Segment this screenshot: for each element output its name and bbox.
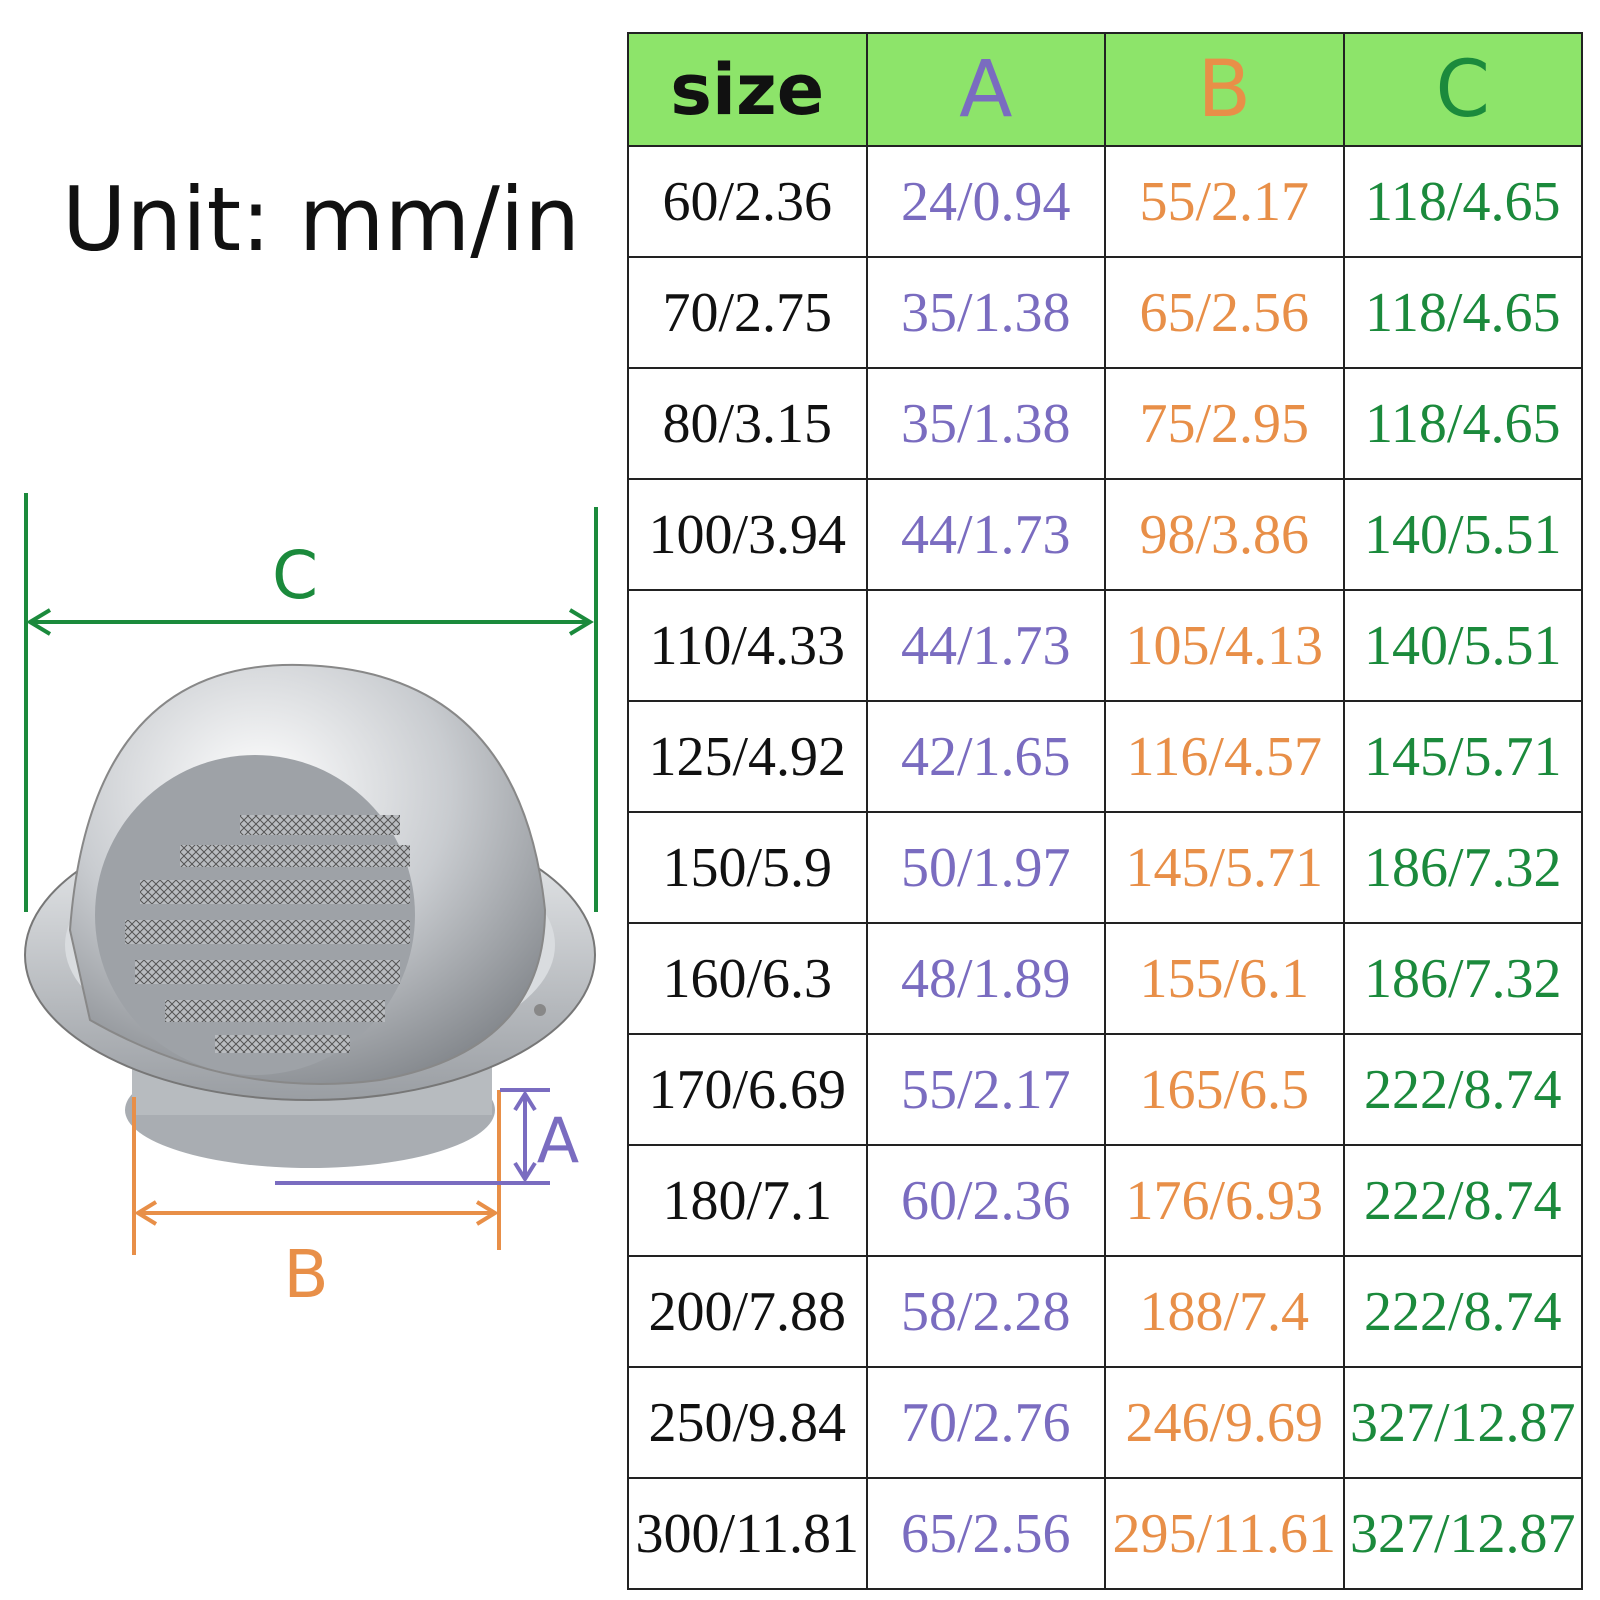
table-cell: 295/11.61 (1104, 1477, 1345, 1590)
table-cell: 222/8.74 (1342, 1033, 1583, 1146)
table-cell: 300/11.81 (627, 1477, 868, 1590)
table-row: 300/11.81 65/2.56 295/11.61 327/12.87 (627, 1477, 1583, 1590)
unit-label: Unit: mm/in (62, 168, 581, 271)
table-cell: 110/4.33 (627, 589, 868, 702)
table-cell: 176/6.93 (1104, 1144, 1345, 1257)
table-cell: 35/1.38 (865, 256, 1106, 369)
table-cell: 327/12.87 (1342, 1477, 1583, 1590)
table-row: 70/2.75 35/1.38 65/2.56 118/4.65 (627, 256, 1583, 369)
table-cell: 60/2.36 (865, 1144, 1106, 1257)
table-row: 125/4.92 42/1.65 116/4.57 145/5.71 (627, 700, 1583, 813)
table-cell: 98/3.86 (1104, 478, 1345, 591)
table-cell: 65/2.56 (1104, 256, 1345, 369)
table-row: 100/3.94 44/1.73 98/3.86 140/5.51 (627, 478, 1583, 591)
table-cell: 55/2.17 (865, 1033, 1106, 1146)
table-row: 110/4.33 44/1.73 105/4.13 140/5.51 (627, 589, 1583, 702)
table-row: 180/7.1 60/2.36 176/6.93 222/8.74 (627, 1144, 1583, 1257)
vent-illustration (24, 663, 596, 1168)
table-cell: 155/6.1 (1104, 922, 1345, 1035)
label-b: B (283, 1236, 328, 1313)
table-row: 60/2.36 24/0.94 55/2.17 118/4.65 (627, 145, 1583, 258)
table-cell: 118/4.65 (1342, 145, 1583, 258)
table-cell: 44/1.73 (865, 589, 1106, 702)
header-cell: B (1104, 32, 1345, 147)
table-cell: 165/6.5 (1104, 1033, 1345, 1146)
table-cell: 125/4.92 (627, 700, 868, 813)
table-row: 200/7.88 58/2.28 188/7.4 222/8.74 (627, 1255, 1583, 1368)
table-cell: 200/7.88 (627, 1255, 868, 1368)
table-cell: 170/6.69 (627, 1033, 868, 1146)
table-cell: 160/6.3 (627, 922, 868, 1035)
table-cell: 140/5.51 (1342, 478, 1583, 591)
table-cell: 105/4.13 (1104, 589, 1345, 702)
table-cell: 65/2.56 (865, 1477, 1106, 1590)
label-c: C (272, 537, 318, 614)
table-cell: 222/8.74 (1342, 1144, 1583, 1257)
table-cell: 58/2.28 (865, 1255, 1106, 1368)
table-row: 80/3.15 35/1.38 75/2.95 118/4.65 (627, 367, 1583, 480)
table-cell: 327/12.87 (1342, 1366, 1583, 1479)
table-cell: 70/2.76 (865, 1366, 1106, 1479)
header-cell: size (627, 32, 868, 147)
table-cell: 44/1.73 (865, 478, 1106, 591)
table-body: 60/2.36 24/0.94 55/2.17 118/4.65 70/2.75 35/1… (627, 145, 1583, 1590)
table-row: 160/6.3 48/1.89 155/6.1 186/7.32 (627, 922, 1583, 1035)
table-cell: 42/1.65 (865, 700, 1106, 813)
size-table: size A B C 60/2.36 24/0.94 55/2.17 118/4.65 70/… (627, 32, 1583, 1590)
label-a: A (537, 1104, 579, 1177)
table-cell: 75/2.95 (1104, 367, 1345, 480)
diagram: C A B (24, 493, 598, 1313)
table-cell: 186/7.32 (1342, 922, 1583, 1035)
table-cell: 118/4.65 (1342, 256, 1583, 369)
header-cell: A (865, 32, 1106, 147)
table-cell: 246/9.69 (1104, 1366, 1345, 1479)
table-cell: 118/4.65 (1342, 367, 1583, 480)
table-cell: 250/9.84 (627, 1366, 868, 1479)
table-cell: 188/7.4 (1104, 1255, 1345, 1368)
header-row: size A B C (627, 32, 1583, 147)
table-cell: 35/1.38 (865, 367, 1106, 480)
table-row: 250/9.84 70/2.76 246/9.69 327/12.87 (627, 1366, 1583, 1479)
table-cell: 150/5.9 (627, 811, 868, 924)
dimension-lines (24, 493, 598, 1255)
table-cell: 24/0.94 (865, 145, 1106, 258)
table-cell: 180/7.1 (627, 1144, 868, 1257)
header-cell: C (1342, 32, 1583, 147)
table-cell: 48/1.89 (865, 922, 1106, 1035)
table-cell: 145/5.71 (1104, 811, 1345, 924)
table-cell: 140/5.51 (1342, 589, 1583, 702)
table-cell: 186/7.32 (1342, 811, 1583, 924)
table-cell: 50/1.97 (865, 811, 1106, 924)
table-cell: 70/2.75 (627, 256, 868, 369)
table-cell: 222/8.74 (1342, 1255, 1583, 1368)
table-cell: 116/4.57 (1104, 700, 1345, 813)
table-cell: 100/3.94 (627, 478, 868, 591)
table-row: 170/6.69 55/2.17 165/6.5 222/8.74 (627, 1033, 1583, 1146)
table-cell: 60/2.36 (627, 145, 868, 258)
table-cell: 145/5.71 (1342, 700, 1583, 813)
table-cell: 55/2.17 (1104, 145, 1345, 258)
table-cell: 80/3.15 (627, 367, 868, 480)
table-row: 150/5.9 50/1.97 145/5.71 186/7.32 (627, 811, 1583, 924)
